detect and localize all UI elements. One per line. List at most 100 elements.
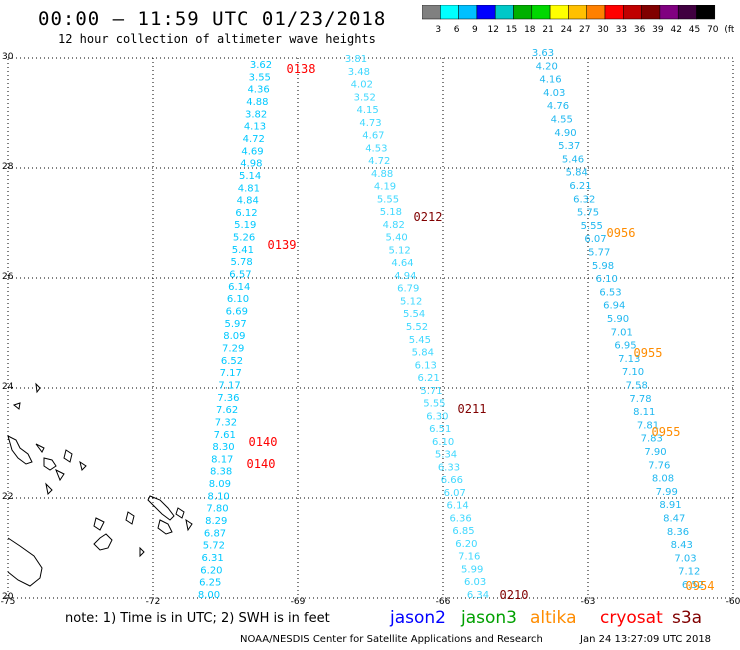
axis-labels: -75 -72 -69 -66 -63 -60 30 28 26 24 22 20	[1, 52, 740, 606]
lat-label: 26	[2, 272, 14, 282]
wave-height-value: 4.69	[241, 146, 263, 157]
wave-height-value: 4.16	[539, 75, 561, 86]
wave-height-value: 6.13	[415, 360, 437, 371]
wave-height-value: 8.43	[671, 540, 693, 551]
wave-height-value: 8.09	[209, 479, 231, 490]
wave-height-value: 6.07	[584, 234, 606, 245]
wave-height-value: 4.90	[554, 128, 576, 139]
wave-height-value: 6.03	[464, 577, 486, 588]
wave-height-value: 6.51	[429, 424, 451, 435]
wave-height-value: 6.94	[603, 301, 625, 312]
coast-outline	[55, 468, 65, 482]
wave-height-value: 8.30	[212, 442, 234, 453]
wave-height-value: 4.98	[240, 159, 262, 170]
lat-label: 20	[2, 592, 14, 602]
wave-height-value: 6.30	[426, 411, 448, 422]
legend-label: 3	[435, 25, 441, 35]
legend-label: 30	[597, 25, 609, 35]
wave-height-value: 5.45	[409, 335, 431, 346]
wave-height-value: 5.12	[400, 296, 422, 307]
legend-label: 42	[670, 25, 681, 35]
legend-label: 39	[652, 25, 664, 35]
wave-height-value: 4.53	[365, 143, 387, 154]
wave-height-value: 4.82	[383, 220, 405, 231]
wave-height-value: 5.55	[377, 194, 399, 205]
footer-org: NOAA/NESDIS Center for Satellite Applica…	[240, 634, 543, 645]
coastline	[7, 382, 193, 587]
wave-height-value: 6.12	[235, 208, 257, 219]
wave-height-value: 4.36	[247, 85, 269, 96]
wave-height-value: 6.57	[229, 270, 251, 281]
wave-height-value: 3.63	[532, 48, 554, 59]
time-stamp: 0212	[414, 210, 443, 224]
coast-outline	[35, 382, 41, 394]
wave-height-value: 8.29	[205, 516, 227, 527]
wave-height-value: 4.73	[359, 118, 381, 129]
time-stamp: 0139	[268, 238, 297, 252]
wave-height-value: 8.08	[652, 474, 674, 485]
wave-height-value: 6.95	[614, 341, 636, 352]
wave-height-value: 7.12	[678, 567, 700, 578]
wave-height-value: 6.33	[438, 462, 460, 473]
legend-label: 24	[561, 25, 573, 35]
time-stamp: 0140	[249, 435, 278, 449]
wave-height-value: 7.36	[217, 393, 239, 404]
wave-height-value: 4.03	[543, 88, 565, 99]
wave-height-value: 4.88	[246, 97, 268, 108]
wave-height-value: 4.13	[244, 122, 266, 133]
lat-label: 28	[2, 162, 14, 172]
wave-height-value: 7.58	[626, 381, 648, 392]
wave-height-value: 7.29	[222, 343, 244, 354]
wave-height-value: 4.20	[536, 61, 558, 72]
wave-height-value: 6.21	[417, 373, 439, 384]
wave-height-value: 6.20	[200, 565, 222, 576]
wave-height-value: 3.55	[249, 72, 271, 83]
wave-height-value: 4.67	[362, 131, 384, 142]
wave-height-value: 7.81	[637, 420, 659, 431]
legend-label: 45	[689, 25, 700, 35]
sat-label-cryosat: cryosat	[600, 608, 663, 628]
wave-height-value: 7.99	[656, 487, 678, 498]
legend-label: (ft)	[724, 25, 734, 35]
wave-height-value: 7.62	[216, 405, 238, 416]
wave-height-value: 4.76	[547, 101, 569, 112]
wave-height-value: 6.10	[596, 274, 618, 285]
coast-outline	[139, 546, 145, 558]
wave-height-value: 5.34	[435, 450, 457, 461]
footer-note: note: 1) Time is in UTC; 2) SWH is in fe…	[65, 611, 330, 626]
coast-outline	[45, 482, 53, 496]
wave-height-value: 5.41	[232, 245, 254, 256]
wave-height-value: 5.55	[423, 399, 445, 410]
coast-outline	[93, 533, 113, 551]
coast-outline	[7, 435, 33, 465]
wave-height-value: 5.99	[461, 564, 483, 575]
wave-height-value: 4.55	[551, 115, 573, 126]
lon-label: -63	[581, 597, 596, 606]
wave-height-value: 7.17	[218, 380, 240, 391]
sat-label-altika: altika	[530, 608, 577, 628]
coast-outline	[157, 519, 173, 535]
wave-height-value: 4.94	[394, 271, 416, 282]
wave-height-value: 6.21	[569, 181, 591, 192]
lon-label: -72	[146, 597, 161, 606]
coast-outline	[175, 507, 185, 519]
wave-height-value: 3.81	[345, 54, 367, 65]
wave-height-value: 5.26	[233, 233, 255, 244]
wave-height-value: 6.34	[467, 590, 489, 601]
lat-label: 22	[2, 492, 13, 502]
lon-label: -60	[726, 597, 740, 606]
wave-height-value: 3.48	[348, 67, 370, 78]
wave-height-value: 5.84	[412, 348, 434, 359]
lat-label: 30	[2, 52, 14, 62]
wave-height-value: 7.80	[206, 504, 228, 515]
wave-height-value: 7.01	[611, 327, 633, 338]
wave-height-value: 5.72	[203, 541, 225, 552]
wave-height-value: 7.78	[629, 394, 651, 405]
wave-height-value: 6.69	[226, 307, 248, 318]
wave-height-value: 6.52	[221, 356, 243, 367]
wave-height-value: 6.36	[449, 513, 471, 524]
coast-outline	[43, 457, 57, 471]
wave-height-value: 5.98	[592, 261, 614, 272]
time-stamp: 0140	[247, 457, 276, 471]
wave-height-value: 5.18	[380, 207, 402, 218]
